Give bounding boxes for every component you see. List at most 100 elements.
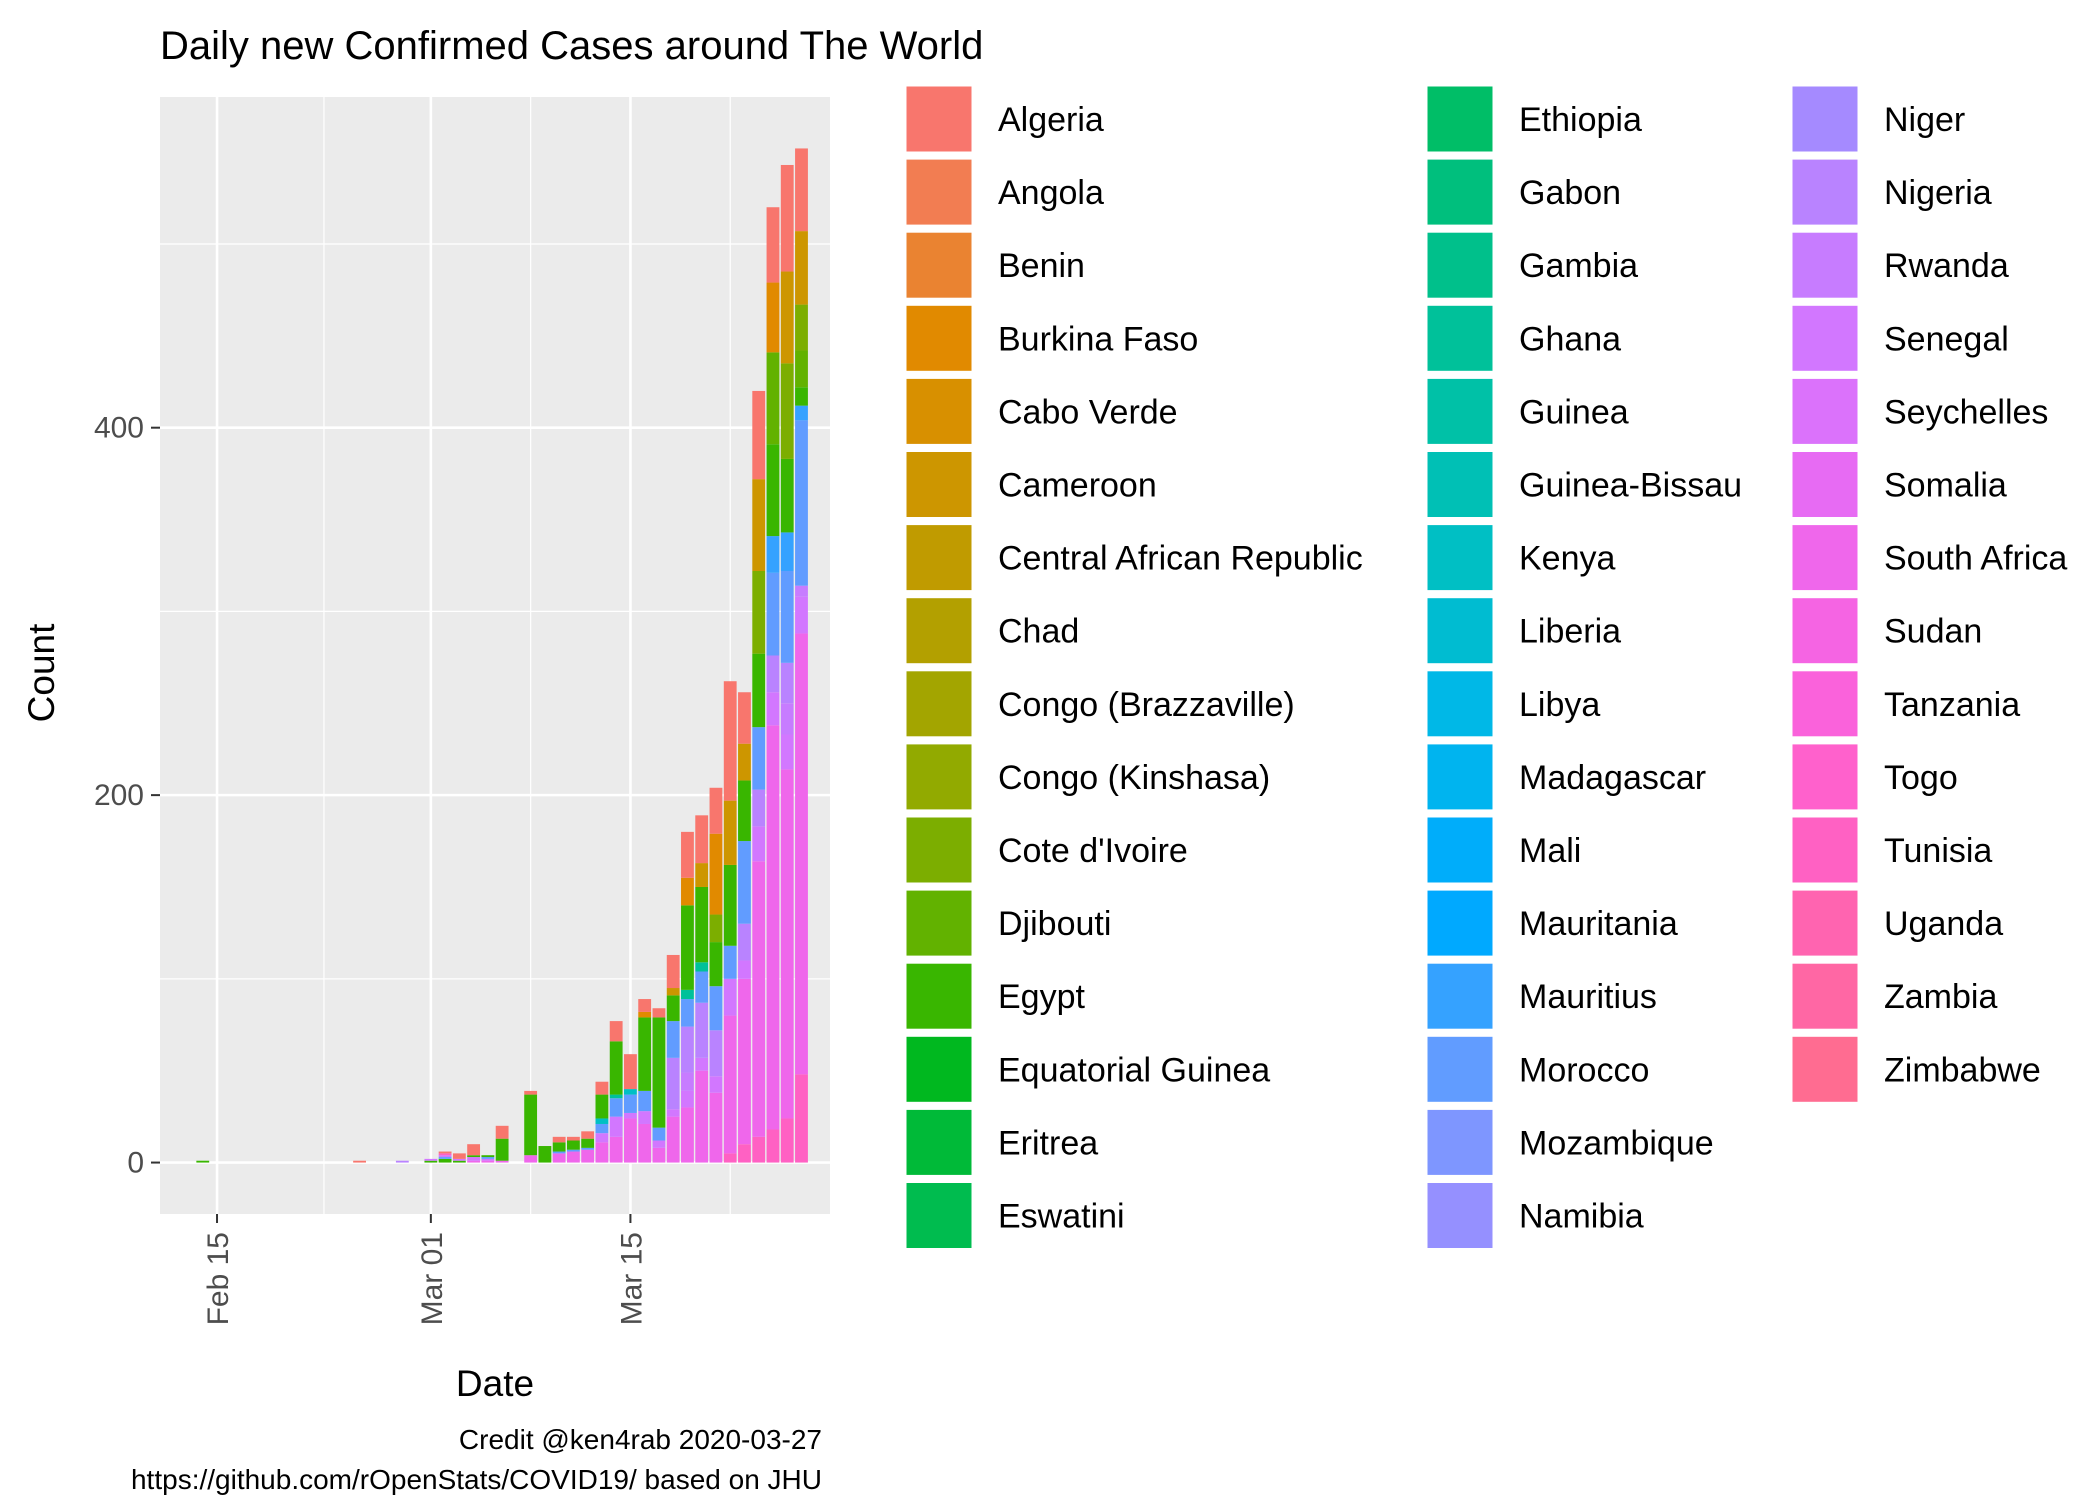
bar-segment-egypt	[666, 995, 680, 1022]
bar-segment-morocco	[652, 1127, 666, 1141]
bar-segment-egypt	[538, 1146, 552, 1163]
legend-item: Guinea	[1424, 375, 1629, 447]
legend-label: Sudan	[1884, 613, 1982, 651]
bar-segment-egypt	[581, 1138, 595, 1148]
bar-segment-djibouti	[795, 350, 808, 388]
bar-segment-algeria	[452, 1153, 466, 1159]
bar-segment-egypt	[524, 1094, 538, 1156]
bar-segment-senegal	[695, 1057, 709, 1071]
bar-segment-egypt	[438, 1158, 452, 1163]
bar-segment-senegal	[424, 1158, 438, 1161]
bar-segment-algeria	[595, 1081, 609, 1095]
bar-segment-algeria	[624, 1054, 637, 1090]
legend-label: Namibia	[1519, 1198, 1644, 1236]
bar-segment-south-africa	[752, 861, 766, 1137]
y-tick-label: 0	[127, 1147, 144, 1180]
bar-segment-egypt	[780, 458, 794, 533]
bar-segment-south-africa	[609, 1136, 623, 1163]
legend-label: Eswatini	[998, 1198, 1125, 1236]
legend-key	[903, 814, 975, 886]
legend-key	[1424, 449, 1496, 520]
legend-label: Niger	[1884, 101, 1965, 139]
bar-segment-mauritius	[780, 532, 794, 571]
bars	[196, 148, 808, 1163]
bar-2020-03-10	[552, 1136, 566, 1163]
legend-label: Somalia	[1884, 467, 2007, 505]
bar-segment-algeria	[766, 207, 780, 283]
bar-segment-egypt	[595, 1094, 609, 1119]
legend-item: Guinea-Bissau	[1424, 449, 1742, 520]
bar-segment-south-africa	[566, 1151, 580, 1163]
bar-segment-cameroon	[695, 863, 709, 887]
legend-label: Nigeria	[1884, 174, 1992, 212]
bar-segment-burkina-faso	[638, 1011, 652, 1018]
bar-segment-rwanda	[681, 1072, 694, 1091]
bar-segment-egypt	[481, 1155, 495, 1158]
legend-item: Gambia	[1424, 229, 1638, 301]
bar-2020-02-14	[196, 1160, 210, 1163]
bar-segment-morocco	[552, 1151, 566, 1154]
legend-key	[1789, 449, 1861, 520]
bar-2020-03-08	[524, 1090, 538, 1163]
bar-segment-south-africa	[467, 1160, 481, 1163]
bar-segment-morocco	[438, 1157, 452, 1159]
caption-line-2: https://github.com/rOpenStats/COVID19/ b…	[131, 1464, 822, 1495]
legend-label: Tanzania	[1884, 686, 2020, 724]
legend-label: Congo (Brazzaville)	[998, 686, 1295, 724]
legend-item: Madagascar	[1424, 741, 1706, 813]
bar-segment-morocco	[795, 420, 808, 586]
legend-key	[1789, 814, 1861, 886]
bar-segment-south-africa	[524, 1155, 538, 1163]
bar-2020-03-17	[652, 1008, 666, 1163]
legend-item: Rwanda	[1789, 229, 2009, 301]
legend-label: Morocco	[1519, 1051, 1649, 1089]
legend-item: Tanzania	[1789, 668, 2020, 740]
legend-label: Egypt	[998, 978, 1085, 1016]
bar-2020-03-13	[595, 1081, 609, 1163]
bar-segment-cote-d-ivoire	[795, 304, 808, 351]
legend-item: Eswatini	[903, 1180, 1125, 1251]
grid	[160, 97, 830, 1214]
bar-segment-cameroon	[752, 479, 766, 571]
bar-segment-egypt	[738, 780, 751, 842]
y-axis-title: Count	[21, 623, 62, 722]
legend-label: Togo	[1884, 759, 1958, 797]
bar-2020-03-25	[766, 207, 780, 1163]
legend-item: Kenya	[1424, 522, 1615, 594]
legend-key	[903, 522, 975, 594]
legend-label: Seychelles	[1884, 393, 2048, 431]
legend-label: Central African Republic	[998, 540, 1363, 578]
bar-2020-03-24	[752, 390, 766, 1163]
bar-segment-egypt	[652, 1017, 666, 1128]
bar-segment-tunisia	[780, 1118, 794, 1163]
legend-label: Madagascar	[1519, 759, 1706, 797]
bar-segment-egypt	[638, 1017, 652, 1091]
legend-item: Equatorial Guinea	[903, 1033, 1270, 1105]
bar-segment-nigeria	[395, 1160, 409, 1163]
x-tick-label: Mar 15	[615, 1232, 648, 1325]
legend-item: Sudan	[1789, 595, 1982, 667]
legend-key	[1789, 960, 1861, 1032]
bar-2020-03-18	[666, 954, 680, 1163]
legend-key	[903, 229, 975, 301]
bar-segment-cameroon	[738, 743, 751, 781]
bar-segment-egypt	[752, 653, 766, 728]
legend-key	[1424, 595, 1496, 667]
bar-2020-03-15	[624, 1054, 637, 1163]
legend-item: Angola	[903, 156, 1104, 228]
bar-segment-algeria	[752, 390, 766, 480]
bar-segment-egypt	[196, 1160, 210, 1163]
bar-segment-algeria	[524, 1090, 538, 1095]
bar-segment-nigeria	[666, 1057, 680, 1110]
legend-key	[1424, 375, 1496, 447]
legend-key	[1789, 83, 1861, 155]
legend-item: Cameroon	[903, 449, 1157, 520]
bar-segment-senegal	[481, 1158, 495, 1161]
bar-segment-algeria	[495, 1125, 509, 1139]
y-tick-label: 200	[94, 779, 144, 812]
legend-item: Togo	[1789, 741, 1958, 813]
legend-item: Tunisia	[1789, 814, 1992, 886]
legend-key	[1424, 668, 1496, 740]
bar-segment-south-africa	[709, 1092, 723, 1163]
